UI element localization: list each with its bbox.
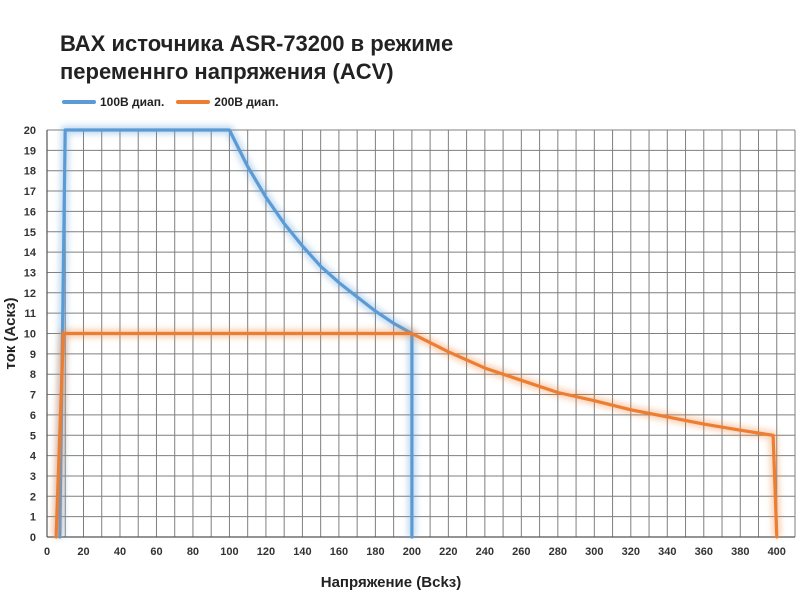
series-line-1 — [54, 331, 779, 539]
x-tick-label: 340 — [658, 546, 676, 558]
y-tick-label: 16 — [24, 206, 36, 218]
y-tick-label: 5 — [30, 430, 36, 442]
x-tick-label: 400 — [768, 546, 786, 558]
x-axis-title: Напряжение (Всkз) — [321, 574, 462, 591]
series-line-0 — [58, 128, 414, 539]
y-tick-label: 18 — [24, 166, 36, 178]
y-tick-label: 17 — [24, 186, 36, 198]
legend-item-100v: 100В диап. — [62, 95, 164, 109]
y-tick-label: 1 — [30, 512, 36, 524]
y-tick-label: 4 — [30, 451, 37, 463]
y-tick-label: 20 — [24, 125, 36, 137]
legend-swatch-200v — [176, 100, 211, 104]
y-tick-label: 3 — [30, 471, 36, 483]
x-tick-label: 60 — [150, 546, 162, 558]
x-tick-label: 360 — [695, 546, 713, 558]
x-tick-label: 0 — [44, 546, 50, 558]
legend-item-200v: 200В диап. — [176, 95, 279, 109]
legend-label-200v: 200В диап. — [214, 95, 279, 109]
x-tick-label: 220 — [439, 546, 457, 558]
x-tick-label: 20 — [77, 546, 89, 558]
legend-swatch-100v — [62, 100, 96, 104]
y-tick-label: 8 — [30, 369, 36, 381]
legend: 100В диап. 200В диап. — [62, 95, 291, 109]
x-tick-label: 380 — [731, 546, 749, 558]
x-tick-label: 40 — [114, 546, 126, 558]
chart-title-line-2: переменнго напряжения (ACV) — [60, 59, 394, 84]
y-tick-label: 7 — [30, 390, 36, 402]
y-tick-label: 0 — [30, 532, 36, 544]
x-tick-label: 160 — [330, 546, 348, 558]
y-axis-title: ток (Аскз) — [2, 298, 19, 370]
y-tick-label: 19 — [24, 145, 36, 157]
y-tick-label: 14 — [24, 247, 37, 259]
x-tick-label: 180 — [366, 546, 384, 558]
x-tick-label: 140 — [293, 546, 311, 558]
x-tick-label: 120 — [257, 546, 275, 558]
tick-labels: 0 20 40 60 80 100 120 140 160 180 200 220 240 260 280 3… — [24, 125, 786, 558]
x-tick-label: 300 — [585, 546, 603, 558]
series-layer — [51, 125, 782, 539]
chart-title-line-1: ВАХ источника ASR-73200 в режиме — [60, 31, 454, 56]
x-tick-label: 100 — [220, 546, 238, 558]
y-tick-label: 2 — [30, 491, 36, 503]
y-tick-label: 10 — [24, 329, 36, 341]
chart-title: ВАХ источника ASR-73200 в режиме перемен… — [60, 30, 660, 86]
x-tick-label: 260 — [512, 546, 530, 558]
x-tick-label: 320 — [622, 546, 640, 558]
x-tick-label: 80 — [187, 546, 199, 558]
y-tick-label: 13 — [24, 267, 36, 279]
y-tick-label: 15 — [24, 227, 36, 239]
x-tick-label: 200 — [403, 546, 421, 558]
y-tick-label: 11 — [24, 308, 36, 320]
y-tick-label: 6 — [30, 410, 36, 422]
legend-label-100v: 100В диап. — [100, 95, 165, 109]
y-tick-label: 12 — [24, 288, 36, 300]
x-tick-label: 240 — [476, 546, 494, 558]
y-tick-label: 9 — [30, 349, 36, 361]
x-tick-label: 280 — [549, 546, 567, 558]
